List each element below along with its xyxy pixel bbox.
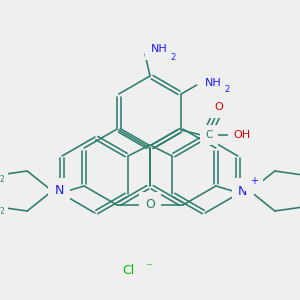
Text: NH: NH	[151, 44, 167, 54]
Text: O: O	[145, 199, 155, 212]
Text: C: C	[206, 130, 213, 140]
Text: ⁻: ⁻	[145, 262, 151, 275]
Text: 2: 2	[0, 176, 4, 184]
Text: N: N	[238, 184, 248, 197]
Text: 2: 2	[0, 208, 4, 217]
Text: 2: 2	[170, 52, 175, 62]
Text: 2: 2	[224, 85, 230, 94]
Text: NH: NH	[204, 78, 221, 88]
Text: Cl: Cl	[122, 263, 134, 277]
Text: N: N	[55, 184, 64, 197]
Text: +: +	[250, 176, 258, 186]
Text: OH: OH	[234, 130, 251, 140]
Text: O: O	[215, 102, 224, 112]
